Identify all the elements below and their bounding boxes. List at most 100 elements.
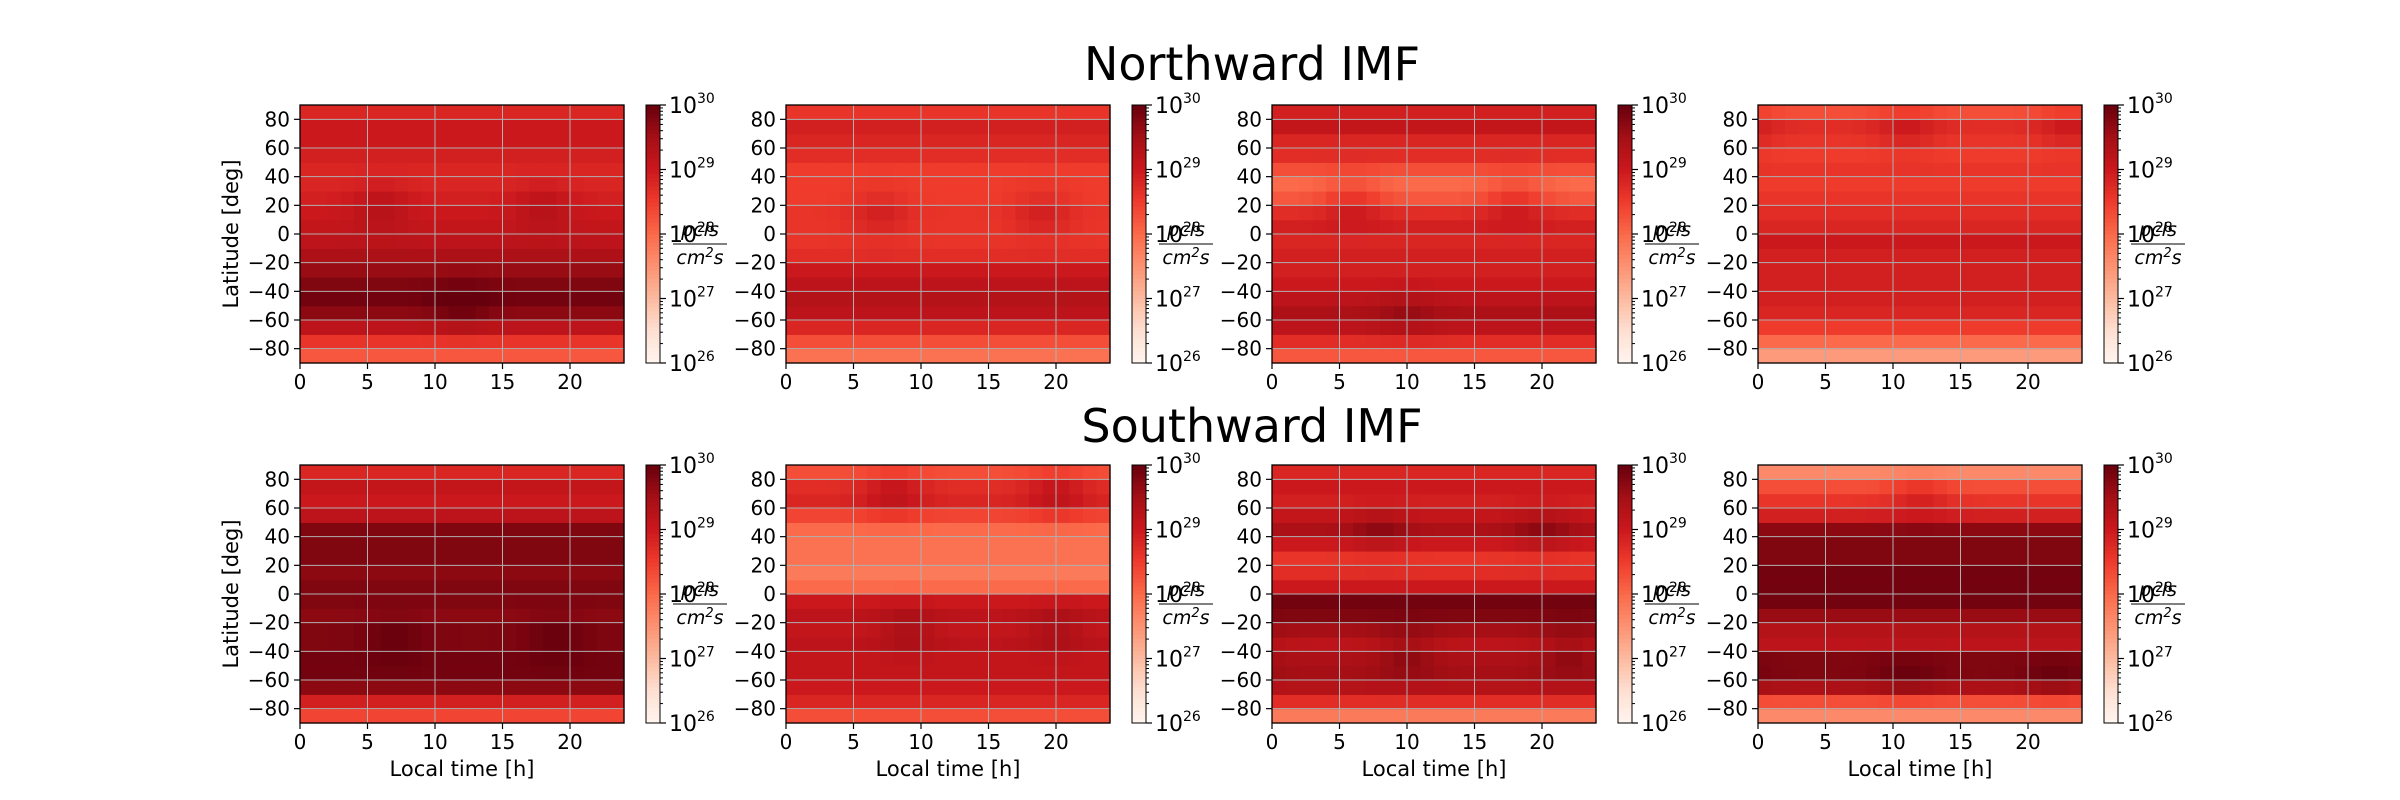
heatmap-cell [313, 651, 328, 667]
heatmap-cell [516, 680, 531, 695]
heatmap-cell [1771, 105, 1786, 120]
heatmap-cell [1906, 622, 1921, 638]
heatmap-cell [435, 105, 450, 120]
heatmap-cell [556, 176, 571, 192]
heatmap-cell [1096, 176, 1111, 192]
heatmap-cell [475, 637, 490, 652]
heatmap-cell [489, 608, 504, 624]
heatmap-cell [1974, 522, 1989, 538]
colorbar-segment [646, 310, 660, 316]
heatmap-cell [313, 105, 328, 120]
colorbar-segment [2104, 666, 2118, 672]
heatmap-cell [597, 651, 612, 667]
heatmap-cell [1920, 594, 1935, 609]
colorbar-segment [2104, 529, 2118, 535]
heatmap-cell [1852, 522, 1867, 538]
heatmap-cell [1312, 234, 1327, 249]
heatmap-cell [1947, 665, 1962, 681]
heatmap-cell [1447, 608, 1462, 624]
heatmap-cell [1461, 637, 1476, 652]
heatmap-cell [1069, 133, 1084, 149]
heatmap-cell [921, 651, 936, 667]
heatmap-cell [1960, 680, 1975, 695]
heatmap-cell [1083, 708, 1098, 724]
heatmap-cell [435, 522, 450, 538]
heatmap-cell [543, 205, 558, 221]
heatmap-cell [1920, 248, 1935, 264]
heatmap-cell [556, 320, 571, 335]
heatmap-cell [961, 291, 976, 307]
heatmap-cell [1353, 234, 1368, 249]
heatmap-cell [1312, 551, 1327, 566]
heatmap-cell [1312, 479, 1327, 495]
heatmap-cell [1879, 479, 1894, 495]
colorbar-segment [1618, 169, 1632, 175]
colorbar-segment [2104, 173, 2118, 179]
colorbar-segment [2104, 594, 2118, 599]
heatmap-cell [2028, 262, 2043, 278]
heatmap-cell [1798, 305, 1813, 321]
heatmap-cell [948, 493, 963, 509]
heatmap-cell [1528, 305, 1543, 321]
heatmap-cell [1420, 348, 1435, 364]
heatmap-cell [516, 522, 531, 538]
heatmap-cell [1906, 508, 1921, 523]
heatmap-cell [1771, 148, 1786, 163]
heatmap-cell [313, 320, 328, 335]
heatmap-cell [1933, 493, 1948, 509]
heatmap-cell [1096, 205, 1111, 221]
colorbar-tick-label: 1029 [669, 156, 715, 184]
heatmap-cell [1582, 277, 1597, 292]
heatmap-cell [394, 622, 409, 638]
heatmap-cell [1771, 508, 1786, 523]
heatmap-cell [853, 305, 868, 321]
heatmap-cell [1366, 133, 1381, 149]
heatmap-cell [313, 551, 328, 566]
heatmap-cell [1893, 219, 1908, 235]
colorbar-segment [1618, 630, 1632, 635]
heatmap-cell [1015, 119, 1030, 135]
heatmap-cell [934, 465, 949, 480]
heatmap-cell [1420, 162, 1435, 178]
heatmap-cell [2068, 493, 2083, 509]
colorbar-segment [1132, 197, 1146, 203]
colorbar-segment [1618, 342, 1632, 348]
heatmap-cell [502, 479, 517, 495]
colorbar-segment [2104, 573, 2118, 579]
heatmap-cell [381, 536, 396, 552]
heatmap-cell [354, 291, 369, 307]
heatmap-cell [394, 334, 409, 350]
heatmap-cell [1447, 551, 1462, 566]
heatmap-cell [1785, 248, 1800, 264]
heatmap-cell [1852, 493, 1867, 509]
heatmap-cell [840, 536, 855, 552]
heatmap-cell [1785, 665, 1800, 681]
colorbar-segment [2104, 658, 2118, 664]
heatmap-cell [1569, 551, 1584, 566]
heatmap-cell [880, 579, 895, 595]
heatmap-cell [2041, 105, 2056, 120]
heatmap-cell [988, 594, 1003, 609]
colorbar-segment [2104, 266, 2118, 271]
heatmap-cell [1015, 680, 1030, 695]
heatmap-cell [813, 694, 828, 710]
heatmap-cell [786, 305, 801, 321]
heatmap-cell [2001, 248, 2016, 264]
heatmap-cell [1528, 176, 1543, 192]
heatmap-cell [1987, 680, 2002, 695]
heatmap-cell [1839, 119, 1854, 135]
heatmap-cell [1758, 522, 1773, 538]
colorbar-segment [2104, 622, 2118, 627]
heatmap-cell [1366, 536, 1381, 552]
heatmap-cell [1879, 465, 1894, 480]
heatmap-cell [408, 536, 423, 552]
heatmap-cell [583, 565, 598, 581]
heatmap-cell [921, 622, 936, 638]
heatmap-cell [1758, 234, 1773, 249]
heatmap-cell [394, 565, 409, 581]
heatmap-cell [327, 565, 342, 581]
heatmap-cell [597, 334, 612, 350]
heatmap-cell [907, 493, 922, 509]
heatmap-cell [1299, 191, 1314, 206]
heatmap-cell [1771, 162, 1786, 178]
